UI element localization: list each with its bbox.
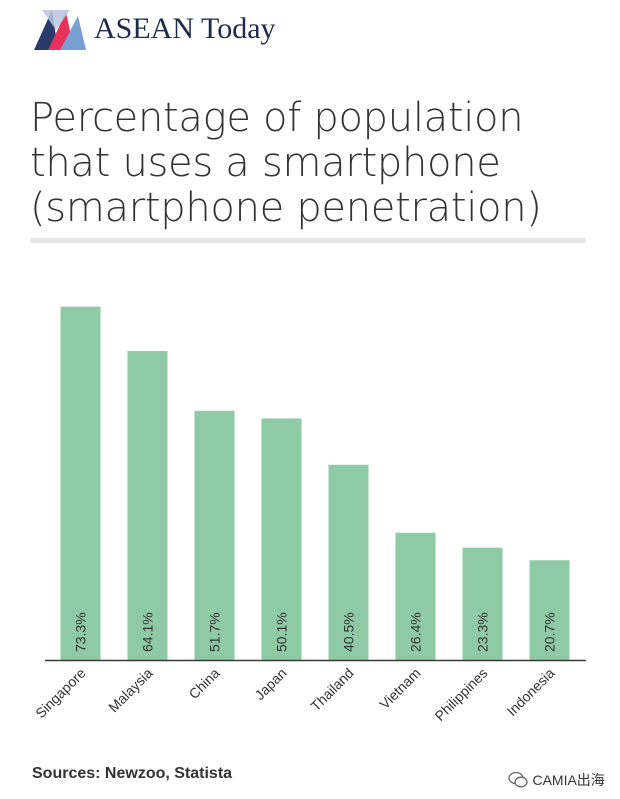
watermark: CAMIA出海 (508, 770, 605, 792)
logo: ASEAN Today (30, 8, 300, 52)
bar-singapore (60, 306, 101, 660)
value-label: 73.3% (73, 612, 89, 652)
tick-label: Singapore (32, 665, 89, 722)
value-label: 64.1% (140, 612, 156, 652)
asean-today-logo-icon (34, 10, 86, 50)
value-label: 50.1% (274, 612, 290, 652)
tick-label: Philippines (431, 665, 490, 724)
bar-philippines (462, 547, 503, 660)
tick-label: Thailand (307, 665, 356, 714)
wechat-icon (508, 771, 528, 788)
tick-label: Vietnam (376, 665, 423, 712)
bar-vietnam (395, 532, 436, 660)
chart-title: Percentage of population that uses a sma… (30, 96, 600, 231)
tick-label: Japan (251, 665, 289, 703)
tick-label: Malaysia (105, 665, 156, 716)
tick-label: China (185, 665, 222, 702)
bar-malaysia (127, 351, 168, 660)
title-line-2: that uses a smartphone (30, 140, 501, 186)
bar-japan (261, 418, 302, 660)
brand-name: ASEAN Today (94, 12, 276, 45)
tick-label: Indonesia (503, 665, 557, 719)
bar-chart: 73.3% Singapore 64.1% Malaysia 51.7% China 50.… (32, 306, 586, 724)
title-divider (30, 238, 586, 243)
value-label: 26.4% (408, 612, 424, 652)
bar-indonesia (529, 560, 570, 660)
title-line-1: Percentage of population (30, 95, 524, 141)
value-label: 23.3% (475, 612, 491, 652)
title-line-3: (smartphone penetration) (30, 185, 542, 231)
value-label: 40.5% (341, 612, 357, 652)
value-label: 20.7% (542, 612, 558, 652)
bar-china (194, 410, 235, 660)
watermark-text: CAMIA出海 (532, 772, 605, 788)
sources-note: Sources: Newzoo, Statista (32, 765, 233, 782)
value-label: 51.7% (207, 612, 223, 652)
bar-thailand (328, 464, 369, 660)
